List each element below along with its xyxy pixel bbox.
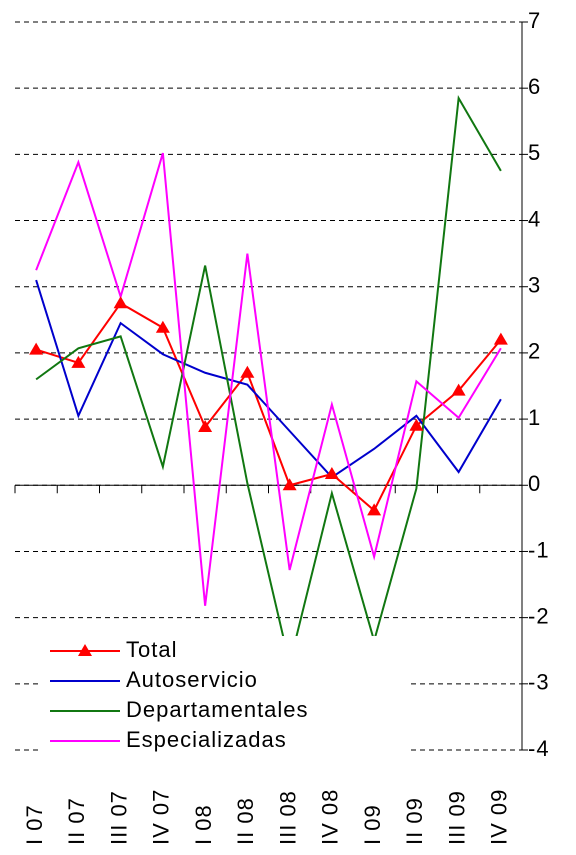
legend: Total Autoservicio Departamentales Especial… bbox=[40, 636, 410, 756]
marker bbox=[240, 365, 255, 378]
y-tick-label: -1 bbox=[528, 537, 550, 562]
y-tick-label: -4 bbox=[528, 736, 550, 761]
y-tick-label: -2 bbox=[528, 603, 550, 628]
y-tick-label: 2 bbox=[528, 339, 541, 364]
x-tick-label: III 08 bbox=[275, 790, 300, 845]
y-tick-label: 7 bbox=[528, 8, 541, 33]
marker bbox=[493, 332, 508, 345]
series-line bbox=[35, 152, 502, 606]
marker bbox=[451, 383, 466, 396]
x-tick-label: II 07 bbox=[64, 797, 89, 845]
y-tick-label: 0 bbox=[528, 471, 541, 496]
x-tick-label: III 09 bbox=[444, 790, 469, 845]
x-tick-label: I 08 bbox=[191, 804, 216, 845]
legend-box bbox=[40, 636, 410, 756]
x-tick-label: I 07 bbox=[22, 804, 47, 845]
legend-label: Autoservicio bbox=[126, 667, 258, 692]
y-tick-label: -3 bbox=[528, 670, 550, 695]
y-tick-label: 6 bbox=[528, 74, 541, 99]
marker bbox=[29, 342, 44, 355]
series-line bbox=[35, 94, 502, 665]
marker bbox=[198, 420, 213, 433]
x-tick-label: IV 09 bbox=[487, 789, 512, 845]
legend-label: Especializadas bbox=[126, 727, 287, 752]
legend-label: Departamentales bbox=[126, 697, 309, 722]
legend-label: Total bbox=[126, 637, 177, 662]
y-tick-label: 4 bbox=[528, 206, 541, 231]
x-tick-label: IV 07 bbox=[149, 789, 174, 845]
y-tick-label: 5 bbox=[528, 140, 541, 165]
legend-marker bbox=[78, 644, 92, 656]
x-tick-label: III 07 bbox=[106, 790, 131, 845]
x-tick-label: I 09 bbox=[360, 804, 385, 845]
y-tick-label: 3 bbox=[528, 273, 541, 298]
x-tick-label: IV 08 bbox=[318, 789, 343, 845]
marker bbox=[324, 467, 339, 480]
y-tick-label: 1 bbox=[528, 405, 541, 430]
x-tick-label: II 08 bbox=[233, 797, 258, 845]
x-tick-label: II 09 bbox=[402, 797, 427, 845]
series-line bbox=[35, 279, 502, 479]
marker bbox=[409, 418, 424, 431]
marker bbox=[367, 503, 382, 516]
marker bbox=[113, 296, 128, 309]
marker bbox=[282, 478, 297, 491]
marker bbox=[155, 320, 170, 333]
marker bbox=[71, 355, 86, 368]
